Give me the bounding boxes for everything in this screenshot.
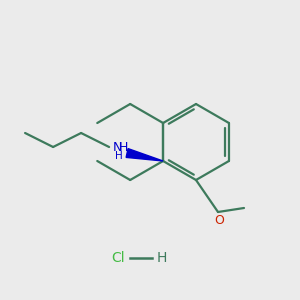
Polygon shape <box>126 148 163 161</box>
Text: N: N <box>112 140 122 154</box>
Text: H: H <box>115 151 123 161</box>
Text: H: H <box>118 140 128 154</box>
Text: O: O <box>214 214 224 226</box>
Text: H: H <box>157 251 167 265</box>
Text: Cl: Cl <box>111 251 125 265</box>
